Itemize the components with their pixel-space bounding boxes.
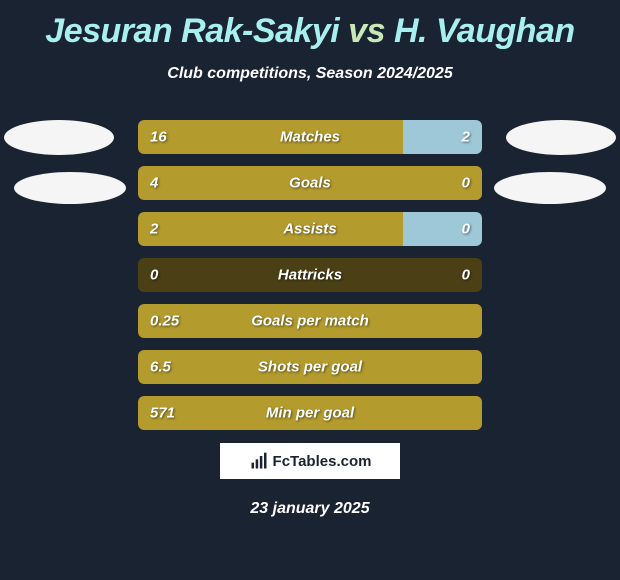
player1-club-badge-1	[4, 120, 114, 155]
player1-club-badge-2	[14, 172, 126, 204]
stat-bar-left	[138, 120, 403, 154]
stat-label: Shots per goal	[258, 359, 362, 376]
subtitle: Club competitions, Season 2024/2025	[0, 65, 620, 83]
stat-label: Goals	[289, 175, 331, 192]
stat-row: 2 0 Assists	[138, 212, 482, 246]
stat-value-left: 2	[150, 221, 158, 238]
stat-value-left: 0.25	[150, 313, 179, 330]
stat-value-right: 0	[462, 221, 470, 238]
chart-icon	[249, 451, 269, 471]
stat-row: 16 2 Matches	[138, 120, 482, 154]
stat-value-left: 6.5	[150, 359, 171, 376]
player1-name: Jesuran Rak-Sakyi	[45, 12, 339, 50]
brand-text: FcTables.com	[273, 453, 372, 470]
player2-club-badge-2	[494, 172, 606, 204]
stat-row: 4 0 Goals	[138, 166, 482, 200]
stat-bar-right	[403, 212, 482, 246]
stat-value-left: 4	[150, 175, 158, 192]
vs-label: vs	[348, 12, 385, 50]
stat-value-right: 2	[462, 129, 470, 146]
stat-row: 571 Min per goal	[138, 396, 482, 430]
stat-label: Matches	[280, 129, 340, 146]
player2-club-badge-1	[506, 120, 616, 155]
stat-value-left: 571	[150, 405, 175, 422]
comparison-bars: 16 2 Matches 4 0 Goals 2 0 Assists 0 0 Hattricks 0.2…	[138, 120, 482, 442]
stat-row: 6.5 Shots per goal	[138, 350, 482, 384]
stat-label: Goals per match	[251, 313, 369, 330]
stat-label: Hattricks	[278, 267, 342, 284]
stat-value-left: 16	[150, 129, 167, 146]
stat-row: 0 0 Hattricks	[138, 258, 482, 292]
stat-value-right: 0	[462, 175, 470, 192]
player2-name: H. Vaughan	[394, 12, 575, 50]
stat-label: Assists	[283, 221, 336, 238]
stat-row: 0.25 Goals per match	[138, 304, 482, 338]
stat-value-left: 0	[150, 267, 158, 284]
brand-logo[interactable]: FcTables.com	[219, 442, 401, 480]
date-label: 23 january 2025	[0, 500, 620, 518]
stat-bar-left	[138, 212, 403, 246]
stat-value-right: 0	[462, 267, 470, 284]
stat-label: Min per goal	[266, 405, 354, 422]
comparison-title: Jesuran Rak-Sakyi vs H. Vaughan	[0, 0, 620, 51]
stat-bar-right	[403, 120, 482, 154]
